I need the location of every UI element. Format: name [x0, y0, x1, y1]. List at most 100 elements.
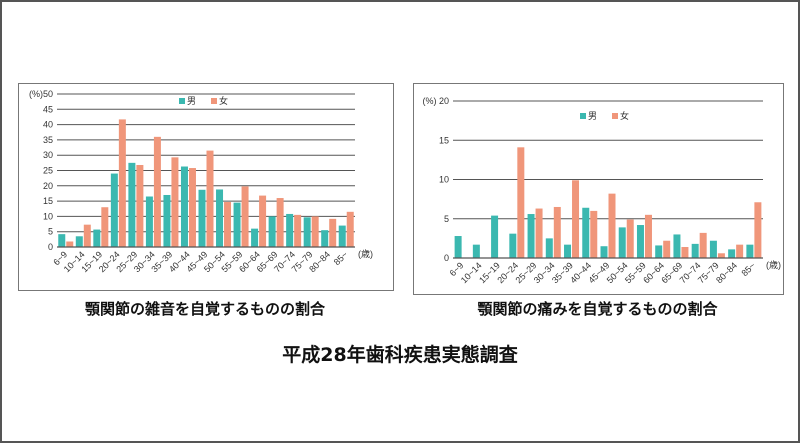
bar-female: [517, 147, 525, 258]
bar-female: [663, 240, 671, 258]
y-tick-label: 30: [43, 150, 53, 160]
bar-male: [636, 225, 644, 258]
bar-female: [171, 157, 179, 247]
y-tick-label: 10: [43, 211, 53, 221]
y-tick-label: 25: [43, 166, 53, 176]
bar-male: [233, 202, 241, 247]
bar-female: [644, 214, 652, 258]
chart-tmj-noise: 0 5 10 15 20 25 30 35 40 45 (%)50 6~9 10~14 15~19 20~2…: [18, 83, 394, 291]
bar-female: [118, 119, 126, 247]
bar-male: [338, 225, 346, 247]
chart2-caption: 顎関節の痛みを自覚するものの割合: [477, 300, 718, 318]
bar-female: [276, 198, 284, 247]
bar-male: [268, 216, 276, 247]
bar-male: [128, 162, 136, 247]
y-tick-label: 15: [43, 196, 53, 206]
y-tick-label: 45: [43, 104, 53, 114]
x-axis-unit: (歳): [766, 259, 781, 270]
bar-male: [303, 217, 311, 247]
bar-male: [472, 244, 480, 258]
y-tick-label: (%) 20: [422, 96, 449, 106]
y-tick-label: 0: [48, 242, 53, 252]
bar-male: [321, 230, 329, 247]
bar-female: [66, 241, 74, 247]
bar-female: [626, 219, 634, 258]
x-tick-label: 80~84: [714, 260, 739, 285]
bar-male: [746, 244, 754, 258]
bar-male: [564, 244, 572, 258]
legend-female-swatch: [211, 98, 217, 104]
legend-female-swatch: [612, 113, 618, 119]
source-title: 平成28年歯科疾患実態調査: [282, 344, 518, 366]
x-tick-label: 85~: [332, 249, 350, 267]
bar-male: [655, 245, 663, 258]
bar-female: [241, 186, 249, 247]
bar-female: [553, 206, 561, 258]
bar-male: [145, 196, 153, 247]
bar-female: [329, 218, 337, 247]
bar-female: [83, 224, 91, 247]
bar-male: [180, 166, 188, 247]
bar-female: [681, 247, 689, 258]
bar-male: [286, 213, 294, 247]
bar-female: [736, 244, 744, 258]
bar-male: [198, 189, 206, 247]
bar-male: [93, 229, 101, 247]
chart-tmj-pain: 0 5 10 15 (%) 20 6~9 10~14 15~19 20~24 25~29 30~34…: [413, 83, 784, 295]
x-axis-unit: (歳): [358, 248, 373, 259]
bar-male: [673, 234, 681, 258]
bar-female: [699, 232, 707, 258]
bar-female: [346, 211, 354, 247]
bar-male: [491, 215, 499, 258]
bar-female: [608, 193, 616, 258]
bar-female: [590, 210, 598, 258]
y-tick-label: 5: [444, 214, 449, 224]
legend-male-label: 男: [187, 96, 196, 107]
bar-female: [535, 208, 543, 258]
y-tick-label: 35: [43, 135, 53, 145]
bar-male: [545, 238, 553, 258]
bar-female: [294, 214, 302, 247]
bar-female: [101, 207, 109, 247]
legend-male-label: 男: [588, 111, 597, 122]
bar-male: [110, 173, 118, 247]
bar-female: [311, 216, 319, 247]
bar-male: [582, 207, 590, 258]
x-tick-label: 85~: [739, 260, 757, 278]
legend-male-swatch: [179, 98, 185, 104]
legend-male-swatch: [580, 113, 586, 119]
bar-male: [709, 240, 717, 258]
bar-female: [754, 202, 762, 258]
y-tick-label: 5: [48, 227, 53, 237]
bar-female: [224, 202, 232, 247]
bar-male: [454, 236, 462, 258]
bar-male: [509, 233, 517, 258]
bar-male: [216, 189, 224, 247]
bar-male: [618, 227, 626, 258]
bar-female: [206, 150, 214, 247]
bar-male: [75, 236, 83, 247]
bar-female: [717, 253, 725, 258]
bar-male: [600, 246, 608, 258]
bar-male: [691, 243, 699, 258]
bar-female: [259, 195, 267, 247]
chart1-caption: 顎関節の雑音を自覚するものの割合: [84, 300, 325, 318]
bar-female: [572, 180, 580, 258]
y-tick-label: 0: [444, 253, 449, 263]
legend-female-label: 女: [219, 95, 228, 107]
bar-female: [136, 164, 144, 247]
bar-female: [188, 168, 196, 247]
bar-male: [728, 249, 736, 258]
bar-female: [153, 136, 161, 247]
legend-female-label: 女: [620, 110, 629, 122]
bar-male: [251, 228, 259, 247]
chart-tmj-noise-plot: 051015202530354045(%)506~910~1415~1920~2…: [29, 89, 373, 274]
y-tick-label: 40: [43, 120, 53, 130]
y-tick-label: 15: [439, 135, 449, 145]
y-tick-label: 10: [439, 175, 449, 185]
bar-male: [163, 194, 171, 247]
bar-male: [58, 234, 66, 247]
y-tick-label: (%)50: [29, 89, 53, 99]
bar-male: [527, 214, 535, 258]
